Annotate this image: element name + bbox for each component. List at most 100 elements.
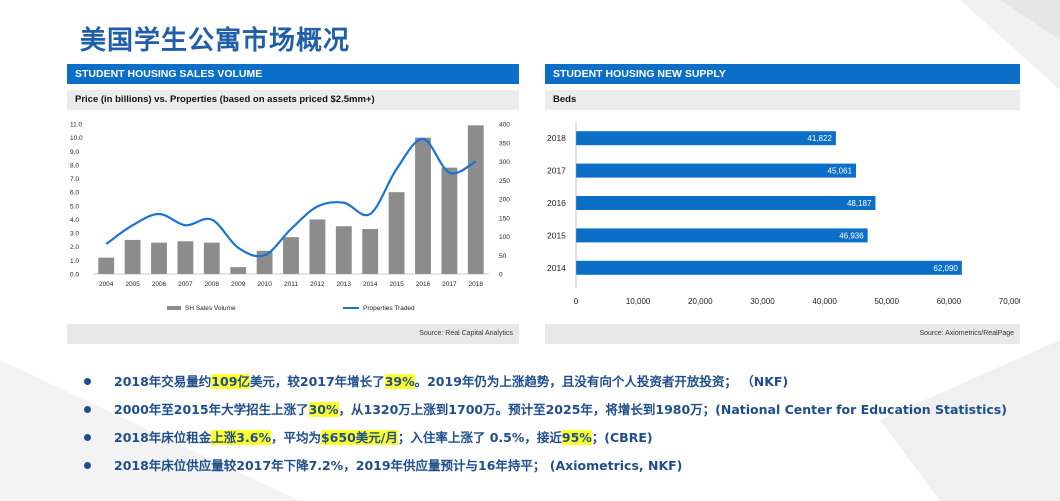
sales-volume-bar bbox=[203, 242, 220, 274]
x-tick-label: 60,000 bbox=[937, 297, 962, 306]
properties-traded-line bbox=[105, 137, 477, 258]
y-right-tick-label: 100 bbox=[499, 234, 510, 241]
highlighted-text: 30% bbox=[308, 402, 339, 417]
x-tick-label: 2012 bbox=[310, 281, 325, 288]
x-tick-label: 30,000 bbox=[750, 297, 775, 306]
supply-bar bbox=[576, 260, 962, 275]
y-right-tick-label: 400 bbox=[499, 122, 510, 129]
sales-volume-bar bbox=[124, 239, 141, 274]
sales-volume-bar bbox=[467, 125, 484, 274]
y-left-tick-label: 3.0 bbox=[70, 231, 79, 238]
x-tick-label: 2010 bbox=[257, 281, 272, 288]
sales-volume-source: Source: Real Capital Analytics bbox=[67, 324, 519, 344]
sales-volume-bar bbox=[98, 257, 115, 274]
y-left-tick-label: 7.0 bbox=[70, 176, 79, 183]
y-right-tick-label: 0 bbox=[499, 272, 503, 279]
x-tick-label: 0 bbox=[574, 297, 579, 306]
sales-volume-panel: STUDENT HOUSING SALES VOLUME Price (in b… bbox=[67, 64, 519, 344]
sales-volume-bar bbox=[283, 237, 299, 274]
y-left-tick-label: 0.0 bbox=[70, 272, 79, 279]
bullet-text: ；入住率上涨了 0.5%，接近 bbox=[397, 430, 562, 445]
y-left-tick-label: 10.0 bbox=[70, 135, 83, 142]
y-category-label: 2017 bbox=[547, 166, 566, 176]
sales-volume-bar bbox=[362, 229, 379, 274]
bullet-item: 2018年交易量约109亿美元，较2017年增长了39%。2019年仍为上涨趋势… bbox=[80, 372, 1040, 400]
legend-label-properties-traded: Properties Traded bbox=[363, 305, 415, 312]
sales-volume-bar bbox=[177, 241, 194, 274]
bullet-text: 。2019年仍为上涨趋势，且没有向个人投资者开放投资； （NKF) bbox=[414, 374, 789, 389]
bullet-dot-icon bbox=[84, 434, 91, 441]
y-left-tick-label: 5.0 bbox=[70, 203, 79, 210]
sales-volume-bar bbox=[388, 192, 405, 274]
bullet-text: 2000年至2015年大学招生上涨了 bbox=[114, 402, 309, 417]
sales-volume-header: STUDENT HOUSING SALES VOLUME bbox=[67, 64, 519, 84]
x-tick-label: 2014 bbox=[363, 281, 378, 288]
x-tick-label: 10,000 bbox=[626, 297, 651, 306]
sales-volume-bar bbox=[415, 137, 431, 274]
x-tick-label: 2006 bbox=[152, 281, 167, 288]
y-category-label: 2014 bbox=[547, 263, 566, 273]
x-tick-label: 2008 bbox=[205, 281, 220, 288]
bullet-item: 2000年至2015年大学招生上涨了30%，从1320万上涨到1700万。预计至… bbox=[80, 400, 1040, 428]
y-left-tick-label: 6.0 bbox=[70, 190, 79, 197]
y-right-tick-label: 250 bbox=[499, 178, 510, 185]
x-tick-label: 2009 bbox=[231, 281, 246, 288]
y-left-tick-label: 11.0 bbox=[70, 122, 83, 129]
y-right-tick-label: 150 bbox=[499, 215, 510, 222]
x-tick-label: 2015 bbox=[389, 281, 404, 288]
supply-bar-value-label: 41,822 bbox=[807, 134, 832, 143]
new-supply-chart: 41,822 2018 45,061 2017 48,187 2016 46,936 2015… bbox=[547, 122, 1020, 306]
supply-bar-value-label: 62,090 bbox=[933, 264, 958, 273]
y-left-tick-label: 1.0 bbox=[70, 258, 79, 265]
summary-bullets: 2018年交易量约109亿美元，较2017年增长了39%。2019年仍为上涨趋势… bbox=[80, 372, 1040, 484]
x-tick-label: 2007 bbox=[178, 281, 193, 288]
y-category-label: 2016 bbox=[547, 198, 566, 208]
legend-label-sales-volume: SH Sales Volume bbox=[185, 305, 236, 312]
x-tick-label: 2004 bbox=[99, 281, 114, 288]
supply-bar-value-label: 46,936 bbox=[839, 231, 864, 240]
supply-bar bbox=[576, 228, 868, 243]
sales-volume-bar bbox=[309, 219, 326, 274]
legend-swatch-bar bbox=[167, 306, 181, 310]
y-left-tick-label: 4.0 bbox=[70, 217, 79, 224]
x-tick-label: 40,000 bbox=[812, 297, 837, 306]
page-title: 美国学生公寓市场概况 bbox=[80, 26, 351, 56]
x-tick-label: 2013 bbox=[337, 281, 352, 288]
y-left-tick-label: 2.0 bbox=[70, 244, 79, 251]
highlighted-text: 39% bbox=[384, 374, 415, 389]
y-category-label: 2018 bbox=[547, 133, 566, 143]
new-supply-subheader: Beds bbox=[545, 90, 1020, 110]
x-tick-label: 50,000 bbox=[874, 297, 899, 306]
x-tick-label: 2005 bbox=[125, 281, 140, 288]
new-supply-panel: STUDENT HOUSING NEW SUPPLY Beds 41,822 20… bbox=[545, 64, 1020, 344]
supply-bar bbox=[576, 163, 857, 178]
x-tick-label: 2011 bbox=[284, 281, 298, 288]
bullet-dot-icon bbox=[84, 406, 91, 413]
sales-volume-bar bbox=[335, 226, 352, 274]
bullet-text: ；(CBRE) bbox=[591, 430, 653, 445]
y-right-tick-label: 350 bbox=[499, 140, 510, 147]
new-supply-header: STUDENT HOUSING NEW SUPPLY bbox=[545, 64, 1020, 84]
bullet-dot-icon bbox=[84, 462, 91, 469]
supply-bar bbox=[576, 131, 836, 146]
y-right-tick-label: 200 bbox=[499, 197, 510, 204]
new-supply-source: Source: Axiometrics/RealPage bbox=[545, 324, 1020, 344]
x-tick-label: 2018 bbox=[469, 281, 484, 288]
bullet-dot-icon bbox=[84, 378, 91, 385]
sales-volume-bar bbox=[151, 242, 167, 274]
x-tick-label: 70,000 bbox=[999, 297, 1020, 306]
y-left-tick-label: 9.0 bbox=[70, 149, 79, 156]
highlighted-text: 95% bbox=[561, 430, 592, 445]
y-category-label: 2015 bbox=[547, 230, 566, 240]
x-tick-label: 2016 bbox=[416, 281, 431, 288]
bullet-text: ，从1320万上涨到1700万。预计至2025年，将增长到1980万；(Nati… bbox=[338, 402, 1007, 417]
highlighted-text: 上涨3.6% bbox=[211, 430, 271, 445]
highlighted-text: 109亿 bbox=[211, 374, 250, 389]
y-right-tick-label: 300 bbox=[499, 159, 510, 166]
bullet-text: ，平均为 bbox=[270, 430, 321, 445]
bullet-text: 美元，较2017年增长了 bbox=[249, 374, 385, 389]
sales-volume-subheader: Price (in billions) vs. Properties (base… bbox=[67, 90, 519, 110]
y-left-tick-label: 8.0 bbox=[70, 162, 79, 169]
bullet-text: 2018年床位租金 bbox=[114, 430, 212, 445]
